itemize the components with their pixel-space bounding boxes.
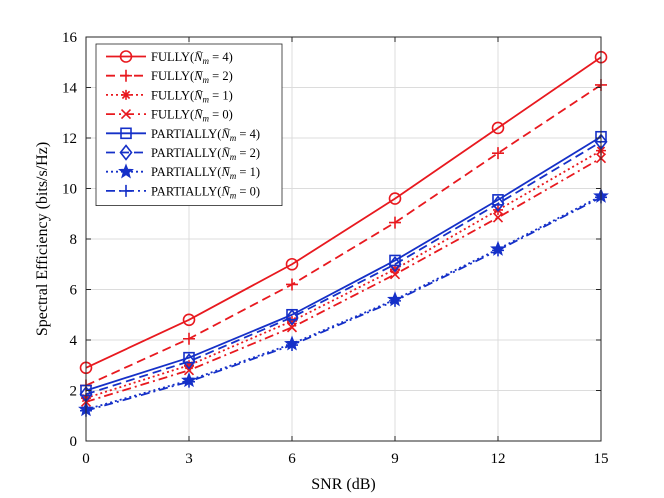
legend-marker — [119, 144, 133, 161]
data-point — [285, 308, 299, 326]
x-tick-label: 15 — [594, 451, 609, 467]
y-tick-label: 4 — [70, 333, 78, 349]
data-point — [390, 264, 400, 275]
legend-entry: FULLY(N̄m = 4) — [106, 50, 233, 66]
data-point — [492, 147, 504, 160]
data-point — [492, 194, 504, 206]
legend-label: FULLY(N̄m = 1) — [151, 88, 233, 104]
legend-label: PARTIALLY(N̄m = 0) — [151, 184, 260, 200]
data-point — [389, 216, 401, 229]
y-tick-label: 6 — [70, 283, 78, 299]
legend-label: PARTIALLY(N̄m = 1) — [151, 165, 260, 181]
data-point — [491, 121, 505, 135]
x-tick-label: 3 — [185, 451, 193, 467]
x-tick-label: 9 — [391, 451, 399, 467]
series-layer — [78, 50, 609, 417]
legend-marker — [121, 89, 131, 100]
data-point — [389, 269, 401, 280]
y-tick-label: 16 — [62, 30, 78, 46]
x-axis-label: SNR (dB) — [311, 476, 375, 493]
legend-marker — [119, 50, 133, 63]
y-axis-label: Spectral Efficiency (bits/s/Hz) — [34, 142, 51, 336]
legend-entry: PARTIALLY(N̄m = 0) — [106, 184, 260, 200]
legend-label: PARTIALLY(N̄m = 2) — [151, 146, 260, 162]
series-line — [85, 157, 602, 403]
series-line — [85, 135, 602, 392]
series-line — [85, 196, 602, 412]
series-line — [85, 141, 602, 396]
ticks: 0 3 6 9 12 15 0 2 4 6 8 10 12 14 16 — [62, 30, 609, 467]
data-point — [491, 195, 505, 212]
data-point — [388, 192, 402, 205]
legend-marker — [120, 184, 132, 197]
x-tick-label: 6 — [288, 451, 296, 467]
y-tick-label: 0 — [70, 434, 78, 450]
data-point — [286, 339, 298, 352]
legend-entry: PARTIALLY(N̄m = 1) — [106, 163, 260, 181]
legend-label: FULLY(N̄m = 2) — [151, 69, 233, 85]
data-point — [183, 351, 195, 364]
legend-marker — [120, 69, 132, 82]
y-tick-label: 2 — [70, 384, 78, 400]
legend-label: FULLY(N̄m = 4) — [151, 50, 233, 66]
y-tick-label: 14 — [62, 81, 78, 97]
legend: FULLY(N̄m = 4) FULLY(N̄m = 2) FULLY(N̄m = … — [95, 43, 283, 207]
series-line — [85, 149, 602, 399]
legend-entry: FULLY(N̄m = 1) — [106, 88, 233, 104]
data-point — [286, 278, 298, 291]
legend-label: FULLY(N̄m = 0) — [151, 108, 233, 124]
series-line — [85, 84, 602, 387]
legend-label: PARTIALLY(N̄m = 4) — [151, 127, 260, 143]
data-point — [182, 313, 196, 327]
data-point — [287, 316, 297, 327]
data-point — [388, 255, 402, 273]
data-point — [182, 353, 196, 370]
data-point — [492, 244, 504, 257]
x-tick-label: 0 — [82, 451, 90, 467]
data-point — [184, 360, 194, 371]
legend-entry: PARTIALLY(N̄m = 4) — [106, 127, 260, 143]
legend-marker — [120, 127, 132, 140]
data-point — [183, 365, 195, 376]
data-point — [286, 322, 298, 333]
y-tick-label: 12 — [62, 131, 77, 147]
legend-marker — [120, 109, 132, 120]
data-point — [389, 294, 401, 307]
y-tick-label: 8 — [70, 232, 78, 248]
legend-box — [95, 43, 283, 207]
data-point — [183, 375, 195, 388]
legend-entry: FULLY(N̄m = 0) — [106, 108, 233, 124]
x-tick-label: 12 — [491, 451, 506, 467]
legend-entry: PARTIALLY(N̄m = 2) — [106, 144, 260, 162]
data-point — [285, 257, 299, 271]
legend-marker — [118, 163, 134, 179]
y-tick-label: 10 — [62, 182, 77, 198]
data-point — [492, 212, 504, 223]
legend-entry: FULLY(N̄m = 2) — [106, 69, 233, 85]
data-point — [183, 332, 195, 345]
series-line — [85, 56, 602, 369]
